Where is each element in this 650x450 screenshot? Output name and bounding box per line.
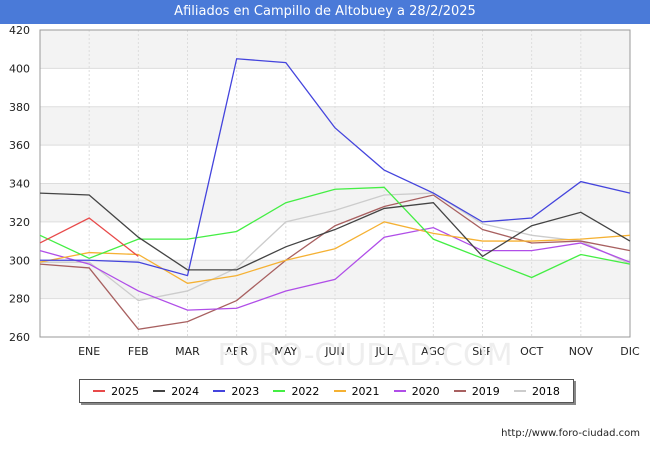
series-line-2024 xyxy=(39,192,631,271)
legend-swatch xyxy=(93,390,106,392)
x-tick-label: NOV xyxy=(569,345,594,358)
legend-swatch xyxy=(153,390,166,392)
legend-item-2019: 2019 xyxy=(453,384,500,398)
x-tick-label: OCT xyxy=(520,345,543,358)
series-line-2019 xyxy=(39,194,631,331)
legend-swatch xyxy=(333,390,346,392)
plot-frame xyxy=(39,29,631,338)
y-tick-label: 340 xyxy=(9,178,30,191)
chart-title: Afiliados en Campillo de Altobuey a 28/2… xyxy=(0,0,650,24)
y-tick-label: 300 xyxy=(9,254,30,267)
legend-swatch xyxy=(393,390,406,392)
y-tick-label: 360 xyxy=(9,139,30,152)
x-tick-label: JUL xyxy=(374,345,393,358)
chart-legend: 2025 2024 2023 2022 2021 2020 2019 2018 xyxy=(79,379,574,403)
y-tick-label: 420 xyxy=(9,24,30,37)
x-tick-label: FEB xyxy=(128,345,149,358)
legend-label: 2024 xyxy=(171,384,200,398)
y-tick-label: 260 xyxy=(9,331,30,344)
legend-item-2020: 2020 xyxy=(393,384,440,398)
x-tick-label: JUN xyxy=(324,345,345,358)
legend-swatch xyxy=(273,390,286,392)
watermark: FORO-CIUDAD.COM xyxy=(218,338,513,373)
x-tick-label: SEP xyxy=(472,345,493,358)
x-tick-label: MAR xyxy=(175,345,200,358)
legend-swatch xyxy=(453,390,466,392)
x-tick-label: DIC xyxy=(620,345,640,358)
y-tick-label: 280 xyxy=(9,293,30,306)
source-credit: http://www.foro-ciudad.com xyxy=(501,428,640,439)
legend-label: 2022 xyxy=(291,384,320,398)
grid-band xyxy=(40,30,630,69)
legend-label: 2021 xyxy=(351,384,380,398)
legend-label: 2020 xyxy=(411,384,440,398)
x-tick-label: ABR xyxy=(225,345,248,358)
legend-item-2024: 2024 xyxy=(153,385,199,398)
y-tick-label: 400 xyxy=(9,62,30,75)
y-tick-label: 380 xyxy=(9,101,30,114)
series-line-2025 xyxy=(39,217,139,257)
x-tick-label: AGO xyxy=(421,345,446,358)
legend-item-2022: 2022 xyxy=(273,385,319,398)
legend-swatch xyxy=(213,390,226,392)
legend-swatch xyxy=(513,390,526,392)
legend-item-2021: 2021 xyxy=(333,384,380,398)
legend-item-2023: 2023 xyxy=(213,385,259,398)
legend-label: 2019 xyxy=(471,384,500,398)
series-line-2022 xyxy=(39,186,631,279)
legend-label: 2018 xyxy=(531,384,560,398)
legend-item-2025: 2025 xyxy=(93,385,139,398)
legend-item-2018: 2018 xyxy=(513,384,560,398)
series-line-2018 xyxy=(40,192,631,302)
legend-label: 2023 xyxy=(231,384,260,398)
x-tick-label: MAY xyxy=(274,345,297,358)
legend-label: 2025 xyxy=(111,384,140,398)
y-tick-label: 320 xyxy=(9,216,30,229)
x-tick-label: ENE xyxy=(78,345,100,358)
series-line-2020 xyxy=(39,226,631,311)
series-line-2023 xyxy=(40,58,631,277)
series-line-2021 xyxy=(39,221,631,284)
